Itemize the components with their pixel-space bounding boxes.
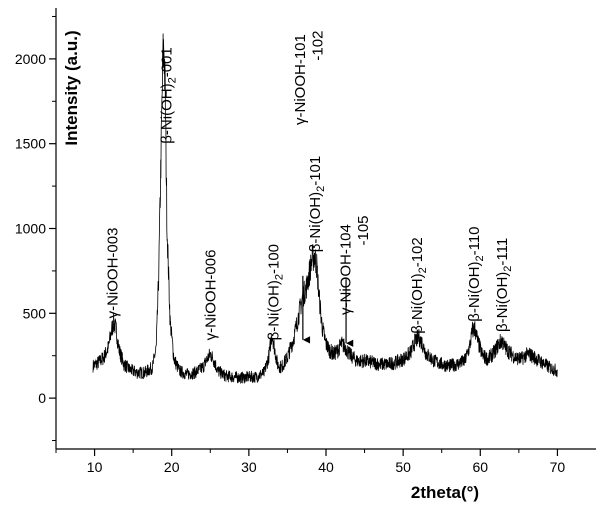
peak-label: γ-NiOOH-104 <box>337 224 354 315</box>
x-tick-label: 10 <box>87 459 103 475</box>
x-tick-label: 70 <box>550 459 566 475</box>
y-tick-label: 500 <box>23 305 47 321</box>
peak-label: -105 <box>355 215 372 245</box>
peak-label: γ-NiOOH-006 <box>202 250 219 341</box>
peak-label: β-Ni(OH)2-101 <box>307 156 327 252</box>
x-tick-label: 50 <box>395 459 411 475</box>
peak-label: β-Ni(OH)2-001 <box>158 47 178 143</box>
y-axis-title: Intensity (a.u.) <box>62 30 81 145</box>
y-tick-label: 1500 <box>15 136 46 152</box>
peak-label: γ-NiOOH-003 <box>104 228 121 319</box>
x-tick-label: 30 <box>241 459 257 475</box>
peak-label: β-Ni(OH)2-102 <box>409 237 429 333</box>
peak-labels: γ-NiOOH-003 β-Ni(OH)2-001 γ-NiOOH-006 β-Ni(… <box>104 31 514 347</box>
x-tick-label: 20 <box>164 459 180 475</box>
y-tick-label: 2000 <box>15 51 46 67</box>
x-tick-label: 40 <box>318 459 334 475</box>
peak-label: β-Ni(OH)2-110 <box>466 226 486 321</box>
y-tick-label: 1000 <box>15 221 46 237</box>
data-series <box>92 33 558 384</box>
x-axis-title: 2theta(°) <box>411 483 479 502</box>
peak-label: β-Ni(OH)2-100 <box>266 244 286 340</box>
xrd-pattern-line <box>92 33 558 384</box>
peak-label: -102 <box>310 31 327 61</box>
peak-label: β-Ni(OH)2-111 <box>494 238 514 332</box>
y-tick-label: 0 <box>38 390 46 406</box>
x-tick-label: 60 <box>472 459 488 475</box>
axes: 10 20 30 40 50 60 70 0 500 1000 1500 2000 <box>15 8 596 475</box>
peak-label: γ-NiOOH-101 <box>292 34 309 125</box>
